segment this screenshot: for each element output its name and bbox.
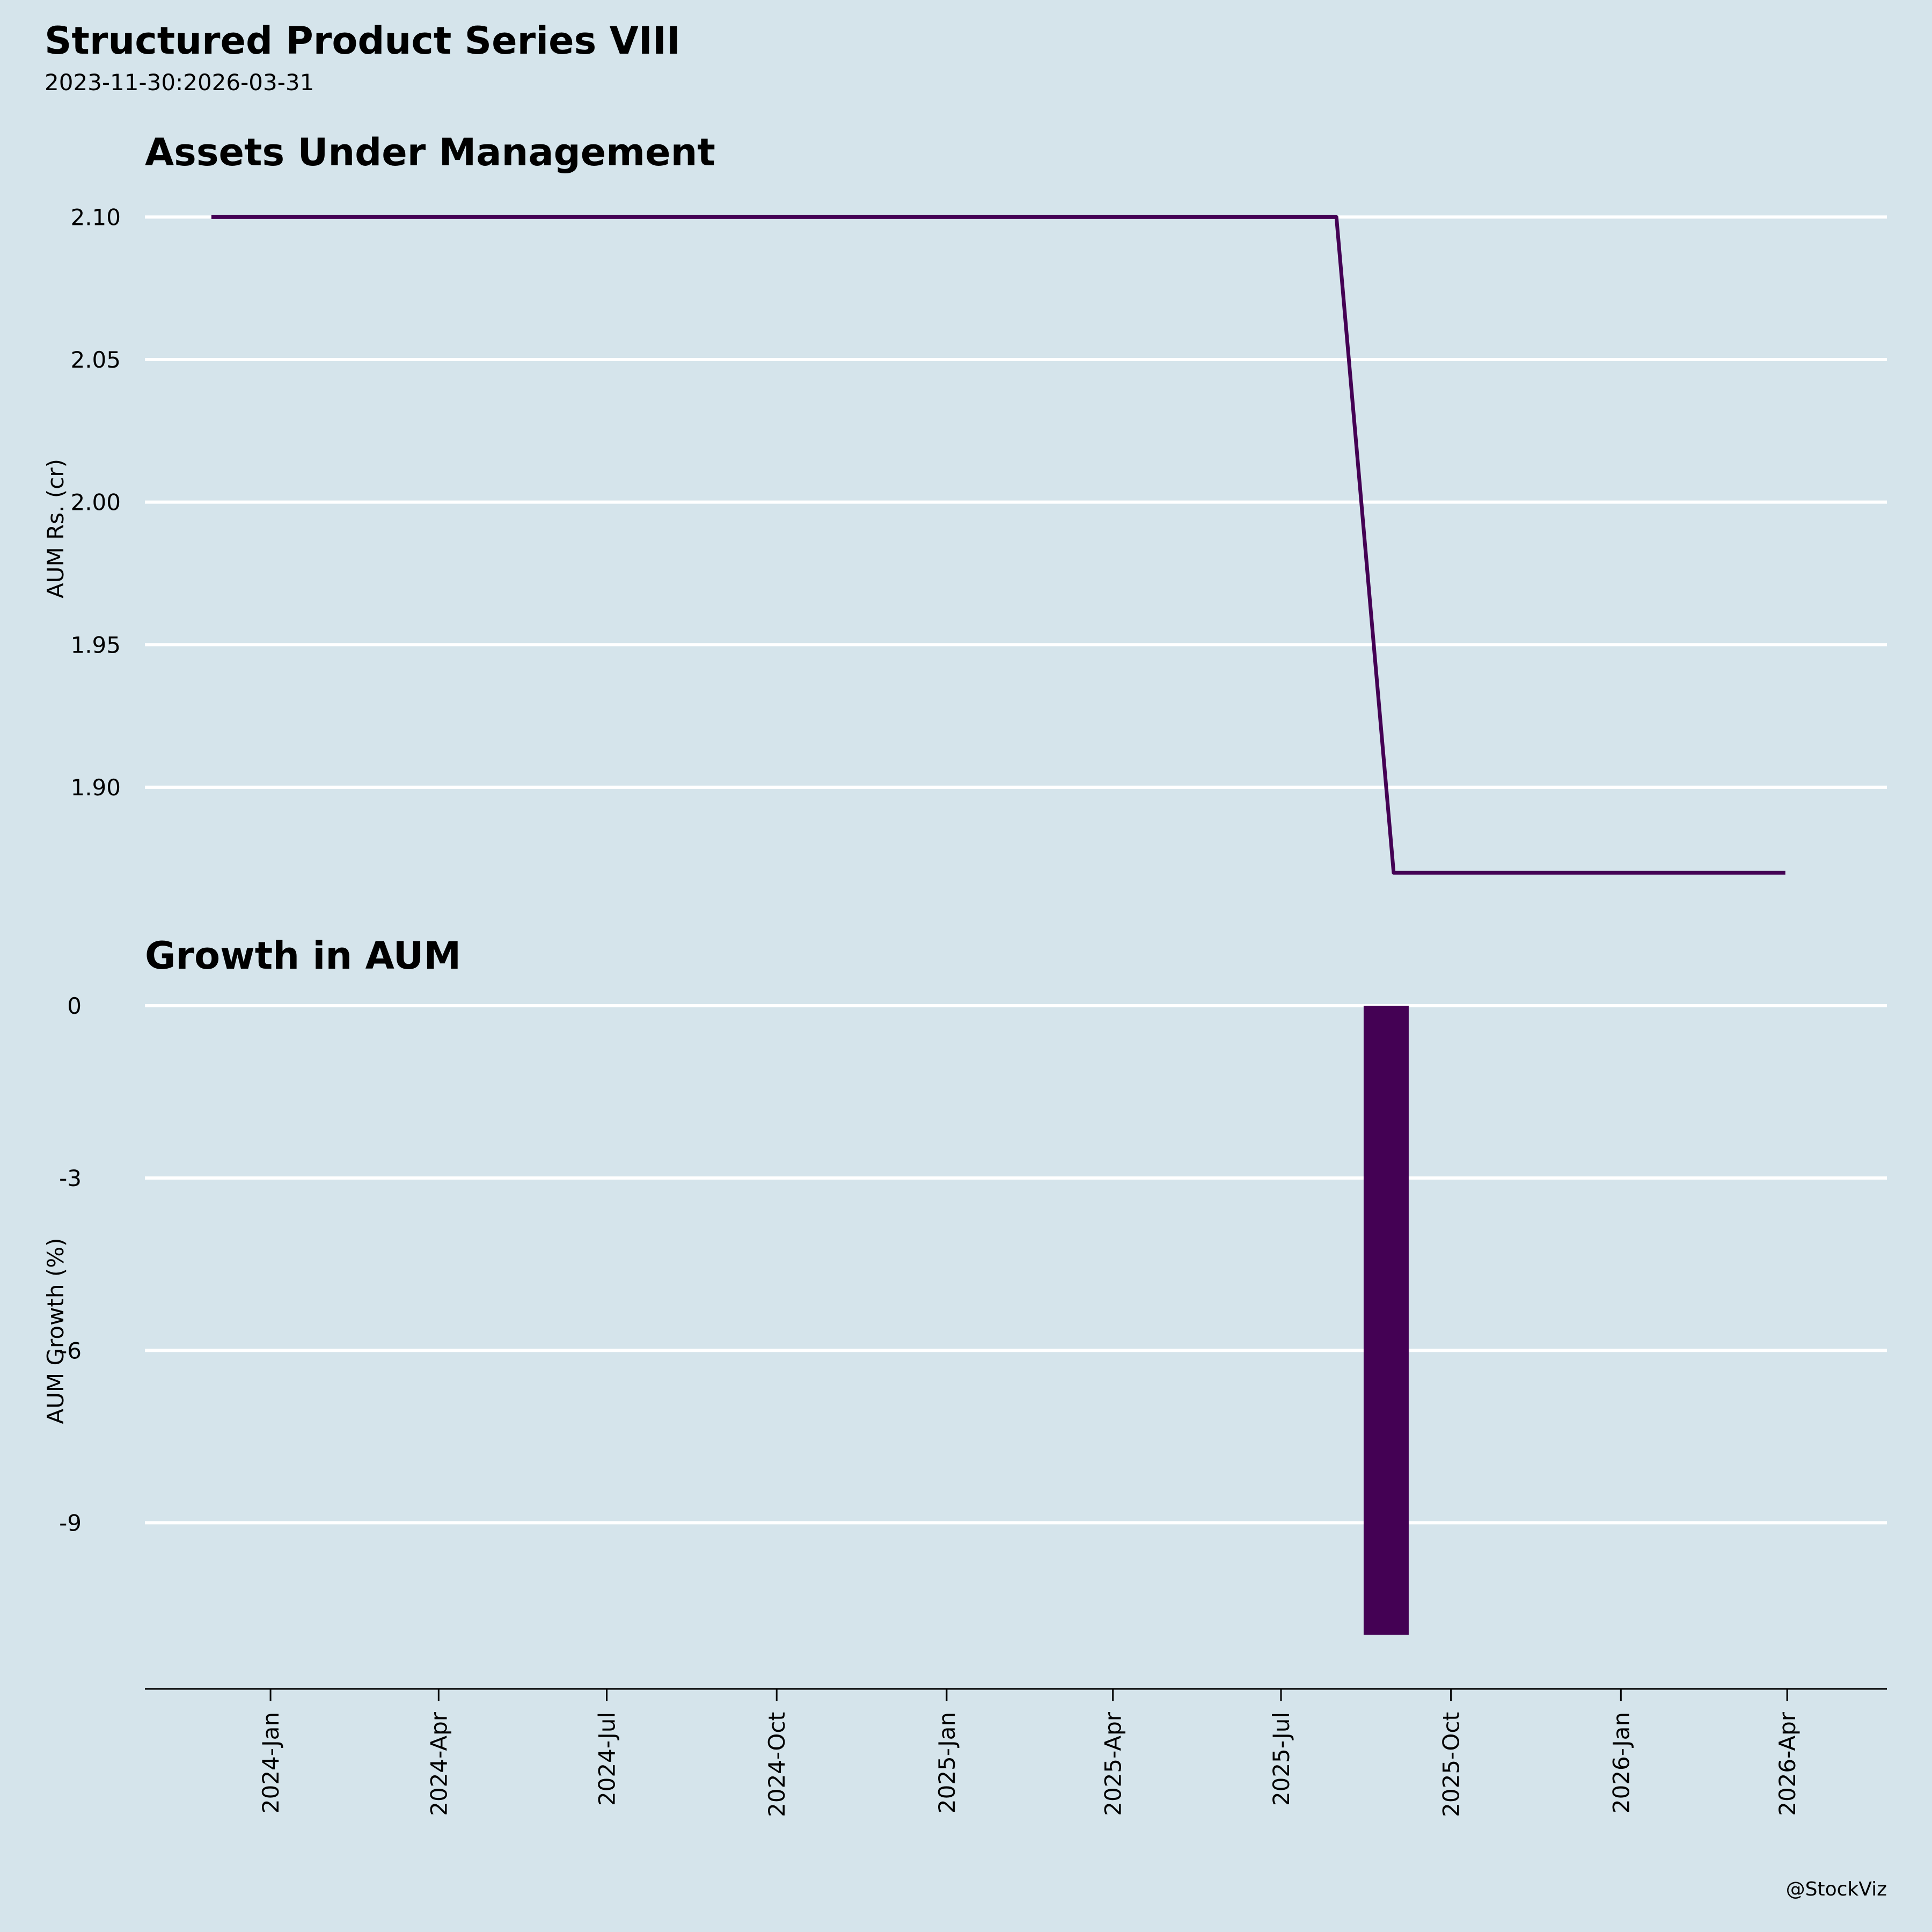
aum-y-tick: 1.95: [70, 632, 121, 658]
aum-y-tick: 2.10: [70, 204, 121, 230]
aum-series: [211, 215, 1785, 875]
aum-y-tick: 1.90: [70, 774, 121, 801]
growth-y-tick: -9: [59, 1510, 82, 1536]
aum-line: [211, 215, 1785, 875]
growth-y-tick: -3: [59, 1165, 82, 1191]
x-tick-label: 2025-Jul: [1268, 1712, 1294, 1806]
growth-bars: [1363, 1006, 1409, 1635]
credit-label: @StockViz: [1786, 1878, 1887, 1900]
growth-y-tick: -6: [59, 1337, 82, 1364]
x-axis-ticks: 2024-Jan 2024-Apr 2024-Jul 2024-Oct 2025-Jan…: [258, 1689, 1801, 1817]
x-tick-label: 2024-Jul: [594, 1712, 620, 1806]
aum-y-axis-label: AUM Rs. (cr): [42, 459, 69, 598]
growth-y-tick: 0: [67, 993, 82, 1019]
aum-y-tick: 2.00: [70, 489, 121, 516]
x-tick-label: 2024-Jan: [258, 1712, 284, 1813]
chart-title: Structured Product Series VIII: [45, 19, 680, 63]
x-tick-label: 2026-Jan: [1608, 1712, 1634, 1813]
x-tick-label: 2025-Oct: [1438, 1712, 1465, 1817]
aum-gridlines: [145, 215, 1887, 789]
growth-gridlines: [145, 1004, 1887, 1525]
x-tick-label: 2026-Apr: [1774, 1711, 1801, 1816]
panel-title-aum: Assets Under Management: [145, 130, 715, 174]
x-tick-label: 2025-Jan: [934, 1712, 960, 1813]
x-tick-label: 2025-Apr: [1100, 1711, 1126, 1816]
x-tick-label: 2024-Oct: [764, 1712, 790, 1817]
growth-y-axis-label: AUM Growth (%): [42, 1238, 69, 1424]
growth-bar: [1363, 1006, 1409, 1635]
aum-y-tick-labels: 1.90 1.95 2.00 2.05 2.10: [70, 204, 121, 801]
panel-title-growth: Growth in AUM: [145, 934, 461, 978]
chart-subtitle: 2023-11-30:2026-03-31: [45, 69, 314, 96]
x-tick-label: 2024-Apr: [426, 1711, 452, 1816]
growth-y-tick-labels: 0 -3 -6 -9: [59, 993, 82, 1536]
aum-y-tick: 2.05: [70, 347, 121, 373]
